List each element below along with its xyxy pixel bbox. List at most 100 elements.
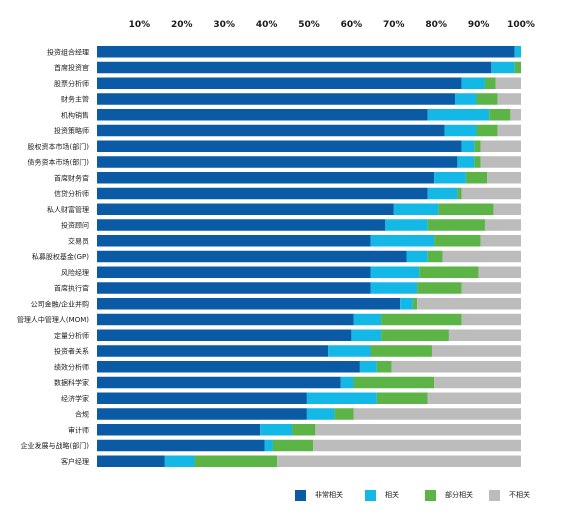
bar-segment — [491, 61, 515, 74]
bar-segment — [97, 203, 394, 215]
bar-segment — [417, 282, 462, 294]
legend-swatch — [425, 489, 436, 501]
bar-segment — [340, 376, 354, 389]
category-label: 投资顾问 — [61, 221, 89, 230]
bar-segment — [277, 455, 521, 467]
bar-segment — [97, 46, 515, 58]
category-label: 数据科学家 — [54, 378, 89, 387]
category-label: 绩效分析师 — [54, 362, 89, 371]
bar-segment — [97, 424, 261, 436]
bar-segment — [406, 250, 428, 263]
bar-segment — [97, 140, 462, 152]
bar-segment — [370, 345, 432, 357]
bar-segment — [313, 439, 521, 452]
bar-segment — [497, 124, 521, 137]
category-label: 审计师 — [68, 425, 89, 434]
bar-segment — [457, 156, 475, 168]
bar-segment — [393, 203, 439, 215]
x-tick-label: 50% — [298, 20, 320, 30]
bar-segment — [97, 77, 462, 89]
bar-segment — [461, 140, 475, 152]
x-tick-label: 100% — [507, 20, 535, 30]
category-label: 交易员 — [68, 236, 89, 245]
bar-segment — [495, 77, 521, 89]
bar-segment — [385, 219, 428, 231]
category-label: 股权资本市场(部门) — [28, 142, 90, 151]
bar-segment — [353, 408, 521, 420]
bar-segment — [442, 250, 521, 263]
bar-segment — [510, 109, 521, 121]
bar-segment — [412, 298, 418, 310]
category-label: 股票分析师 — [54, 79, 89, 88]
legend-item-very-relevant: 非常相关 — [295, 488, 343, 502]
bar-segment — [476, 124, 498, 137]
bar-segment — [97, 298, 401, 310]
x-axis-ticks: 10% 20% 30% 40% 50% 60% 70% 80% 90% 100% — [129, 20, 535, 30]
bar-segment — [97, 455, 165, 467]
bar-segment — [427, 109, 490, 121]
bar-segment — [400, 298, 413, 310]
bar-segment — [164, 455, 195, 467]
legend-item-not-relevant: 不相关 — [489, 488, 530, 502]
legend-swatch — [365, 489, 376, 501]
bar-segment — [292, 424, 316, 436]
bar-segment — [465, 172, 488, 184]
bar-segment — [370, 282, 418, 294]
bar-segment — [97, 439, 265, 452]
bar-segment — [97, 172, 435, 184]
category-label: 风险经理 — [61, 268, 89, 277]
legend-swatch — [295, 489, 306, 501]
category-label: 客户经理 — [61, 457, 89, 466]
bar-segment — [272, 439, 314, 452]
bar-segment — [97, 376, 341, 389]
x-tick-label: 20% — [171, 20, 193, 30]
bar-segment — [260, 424, 293, 436]
category-label: 公司金融/企业并购 — [31, 299, 89, 308]
bar-segment — [427, 392, 521, 404]
bar-segment — [444, 124, 477, 137]
category-label: 投资者关系 — [54, 347, 89, 356]
bar-segment — [359, 361, 377, 373]
bar-segment — [351, 329, 382, 341]
bar-segment — [97, 124, 445, 137]
bar-segment — [480, 156, 521, 168]
bar-segment — [427, 219, 485, 231]
bar-segment — [97, 266, 371, 278]
category-label: 首席执行官 — [54, 284, 89, 293]
bar-segment — [476, 93, 498, 105]
bar-segment — [97, 345, 329, 357]
bar-segment — [194, 455, 278, 467]
bar-segment — [334, 408, 354, 420]
x-tick-label: 10% — [129, 20, 151, 30]
bar-segment — [306, 408, 335, 420]
category-label: 管理人中管理人(MOM) — [17, 315, 89, 324]
bar-segment — [448, 329, 521, 341]
legend: 非常相关 相关 部分相关 不相关 — [295, 488, 555, 502]
category-label: 私募股权基金(GP) — [32, 252, 89, 261]
bar-segment — [493, 203, 521, 215]
bar-segment — [97, 235, 371, 247]
category-label: 财务主管 — [61, 95, 89, 104]
category-label: 合规 — [75, 410, 89, 419]
bar-segment — [461, 77, 485, 89]
bar-segment — [376, 361, 392, 373]
bar-segment — [97, 329, 352, 341]
bar-segment — [315, 424, 521, 436]
category-label: 投资策略师 — [54, 126, 89, 135]
legend-label: 相关 — [385, 491, 399, 499]
x-tick-label: 60% — [341, 20, 363, 30]
category-label: 经济学家 — [61, 394, 89, 403]
bar-segment — [497, 93, 521, 105]
category-label: 债务资本市场(部门) — [28, 158, 90, 167]
category-label: 企业发展与战略(部门) — [21, 441, 90, 450]
x-tick-label: 40% — [256, 20, 278, 30]
bar-segment — [97, 392, 307, 404]
bar-segment — [514, 46, 521, 58]
bar-segment — [97, 61, 492, 74]
category-label: 首席财务官 — [54, 173, 89, 182]
bar-segment — [381, 313, 462, 326]
bar-segment — [427, 187, 458, 200]
bar-segment — [376, 392, 428, 404]
bar-segment — [461, 187, 521, 200]
